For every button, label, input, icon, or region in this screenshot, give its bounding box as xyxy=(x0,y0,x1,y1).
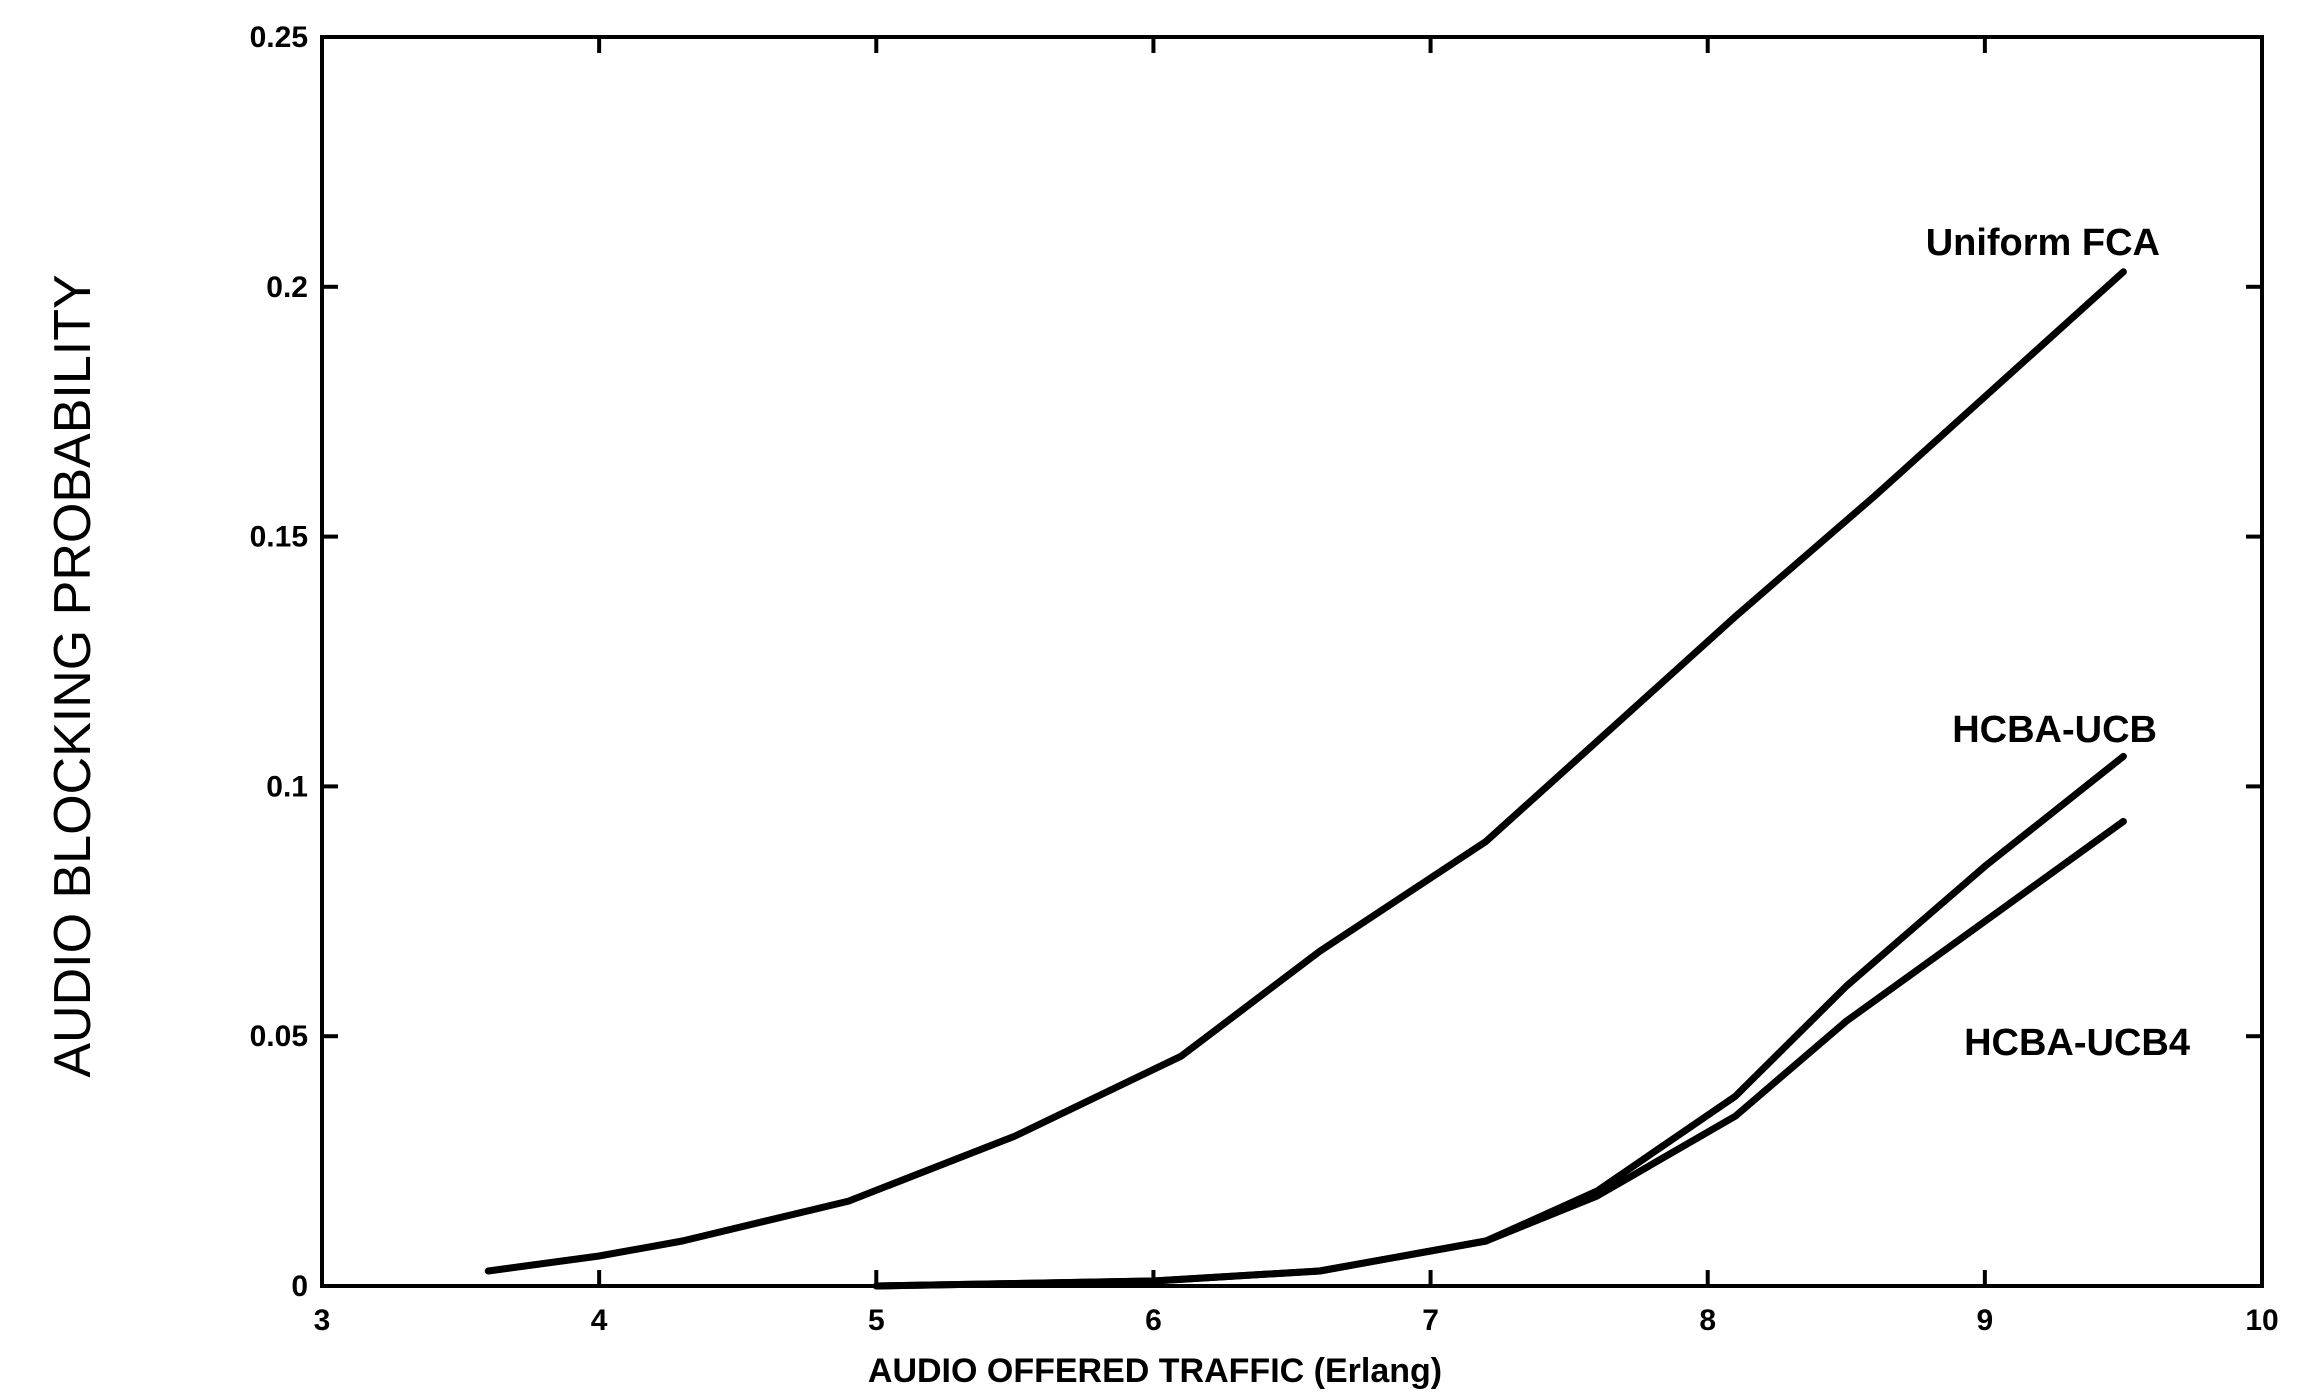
y-tick-label: 0.25 xyxy=(250,21,308,54)
series-label-1: Uniform FCA xyxy=(1926,222,2160,264)
plot-frame xyxy=(320,35,2264,1288)
x-tick-label: 6 xyxy=(1145,1304,1162,1337)
x-tick-label: 9 xyxy=(1977,1304,1994,1337)
y-tick-label: 0.2 xyxy=(266,271,308,304)
series-line-1 xyxy=(484,268,2127,1275)
y-tick-label: 0.15 xyxy=(250,521,308,554)
series-lines xyxy=(484,268,2127,1290)
y-tick-label: 0.05 xyxy=(250,1020,308,1053)
series-label-3: HCBA-UCB4 xyxy=(1964,1022,2190,1064)
axis-ticks xyxy=(320,35,2264,1288)
x-tick-label: 4 xyxy=(591,1304,608,1337)
series-label-2: HCBA-UCB xyxy=(1952,709,2157,751)
y-tick-label: 0 xyxy=(291,1270,308,1303)
x-tick-label: 3 xyxy=(314,1304,331,1337)
x-tick-label: 8 xyxy=(1699,1304,1716,1337)
series-line-2 xyxy=(872,752,2127,1290)
axis-tick-labels: 3 4 5 6 7 8 9 10 0 0.05 0.1 0.15 0.2 0.25 xyxy=(250,21,2279,1337)
x-tick-label: 5 xyxy=(868,1304,885,1337)
x-axis-label: AUDIO OFFERED TRAFFIC (Erlang) xyxy=(868,1352,1442,1390)
series-line-3 xyxy=(872,817,2127,1290)
y-tick-label: 0.1 xyxy=(266,770,308,803)
series-labels: Uniform FCA HCBA-UCB HCBA-UCB4 xyxy=(1926,222,2190,1064)
x-tick-label: 7 xyxy=(1422,1304,1439,1337)
x-tick-label: 10 xyxy=(2245,1304,2278,1337)
y-axis-label: AUDIO BLOCKING PROBABILITY xyxy=(44,274,102,1077)
